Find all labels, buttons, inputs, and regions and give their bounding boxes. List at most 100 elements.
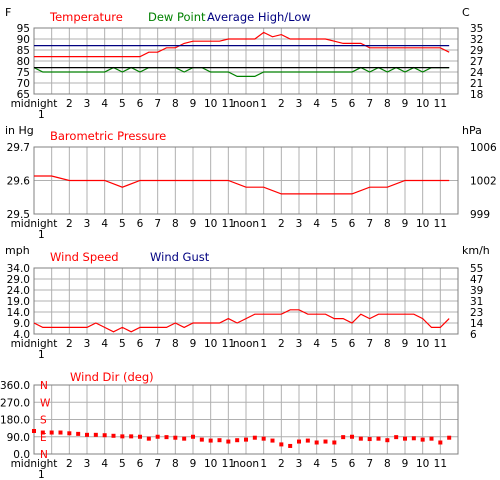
x-tick-label: 11 (222, 98, 235, 110)
x-tick-label: 3 (84, 338, 91, 350)
legend-dew-point: Dew Point (148, 10, 206, 24)
x-tick-label: 9 (190, 458, 197, 470)
scatter-point (411, 436, 416, 441)
x-tick-label: 8 (384, 458, 391, 470)
x-tick-label: 11 (434, 218, 447, 230)
x-tick-label: 5 (119, 218, 126, 230)
x-tick-label: 2 (66, 218, 73, 230)
scatter-point (32, 429, 36, 433)
plot-frame (33, 146, 459, 215)
legend-wind-gust: Wind Gust (150, 250, 210, 264)
y-tick-label-left: 180.0 (0, 415, 30, 427)
scatter-point (261, 436, 266, 441)
x-tick-label: 2 (66, 338, 73, 350)
scatter-point (367, 437, 372, 442)
y-tick-label-right: 21 (470, 78, 483, 90)
x-tick-label: noon (233, 218, 259, 230)
y-tick-label-right: 32 (470, 34, 483, 46)
x-tick-label: 7 (154, 98, 161, 110)
x-tick-label: 8 (384, 338, 391, 350)
x-tick-label: 10 (204, 338, 217, 350)
series-line (33, 309, 450, 333)
series-line (33, 66, 450, 77)
scatter-point (208, 438, 213, 443)
x-tick-label: 8 (172, 338, 179, 350)
x-tick-label: 1 (260, 218, 267, 230)
x-tick-label: 6 (349, 98, 356, 110)
legend-average-high-low: Average High/Low (207, 10, 311, 24)
temperature-chart: F C Temperature Dew Point Average High/L… (5, 6, 484, 121)
x-tick-label: 10 (204, 458, 217, 470)
x-tick-label: 7 (366, 218, 373, 230)
x-tick-label: 6 (137, 218, 144, 230)
x-tick-label: 4 (101, 458, 108, 470)
scatter-point (403, 436, 407, 441)
x-tick-label: 2 (278, 338, 285, 350)
plot-frame (33, 267, 459, 335)
compass-label: N (40, 380, 48, 392)
scatter-point (93, 432, 98, 437)
x-tick-label: 9 (402, 458, 409, 470)
compass-label: N (40, 449, 48, 461)
y-tick-label-right: 6 (470, 329, 477, 341)
x-tick-label: 7 (154, 338, 161, 350)
x-tick-label: 10 (416, 458, 429, 470)
scatter-point (199, 437, 204, 442)
y-tick-label-left: 4.0 (13, 329, 30, 341)
y-tick-label-left: 90.0 (7, 432, 30, 444)
scatter-point (67, 431, 72, 436)
x-tick-label: noon (233, 338, 259, 350)
x-tick-label: 1 (260, 98, 267, 110)
x-tick-label: 10 (204, 98, 217, 110)
x-tick-label: 3 (296, 338, 303, 350)
x-tick-label: 4 (101, 98, 108, 110)
scatter-point (138, 434, 142, 439)
y-tick-label-right: 27 (470, 56, 483, 68)
scatter-point (350, 434, 354, 439)
x-tick-label: 10 (204, 218, 217, 230)
scatter-point (191, 434, 195, 439)
scatter-point (85, 432, 89, 437)
x-tick-label: 6 (349, 458, 356, 470)
scatter-point (120, 434, 125, 439)
y-tick-label-right: 39 (470, 285, 483, 297)
y-tick-label-right: 14 (470, 318, 484, 330)
scatter-point (164, 435, 169, 440)
y-tick-label-left: 29.0 (7, 274, 30, 286)
y-tick-label-right: 23 (470, 307, 483, 319)
x-tick-label: midnight (11, 458, 58, 470)
x-tick-label: 8 (172, 98, 179, 110)
scatter-point (341, 435, 346, 440)
scatter-point (252, 435, 257, 440)
y-tick-label-left: 270.0 (0, 397, 30, 409)
compass-label: S (40, 415, 47, 427)
scatter-point (288, 443, 293, 448)
wind-speed-chart: mph km/h Wind Speed Wind Gust 34.0 5529.0… (5, 244, 490, 361)
y-tick-label-left: 360.0 (0, 380, 30, 392)
x-tick-label: 9 (402, 218, 409, 230)
x-tick-label: 2 (66, 458, 73, 470)
x-tick-label: 1 (260, 458, 267, 470)
y-tick-label-left: 95 (17, 23, 30, 35)
compass-label: W (40, 397, 51, 409)
y-tick-label-left: 65 (17, 89, 30, 101)
scatter-point (438, 440, 443, 445)
y-tick-label-left: 90 (17, 34, 30, 46)
scatter-point (146, 436, 151, 441)
y-tick-label-left: 14.0 (7, 307, 30, 319)
plot-frame (33, 384, 459, 455)
scatter-point (270, 438, 275, 443)
x-tick-label: 3 (84, 98, 91, 110)
wind-left-unit: mph (5, 244, 30, 257)
series-line (34, 175, 450, 195)
scatter-point (235, 438, 240, 443)
x-tick-label: 3 (296, 218, 303, 230)
x-tick-label: 4 (313, 338, 320, 350)
scatter-point (76, 431, 81, 436)
y-tick-label-right: 35 (470, 23, 483, 35)
scatter-point (376, 436, 381, 441)
